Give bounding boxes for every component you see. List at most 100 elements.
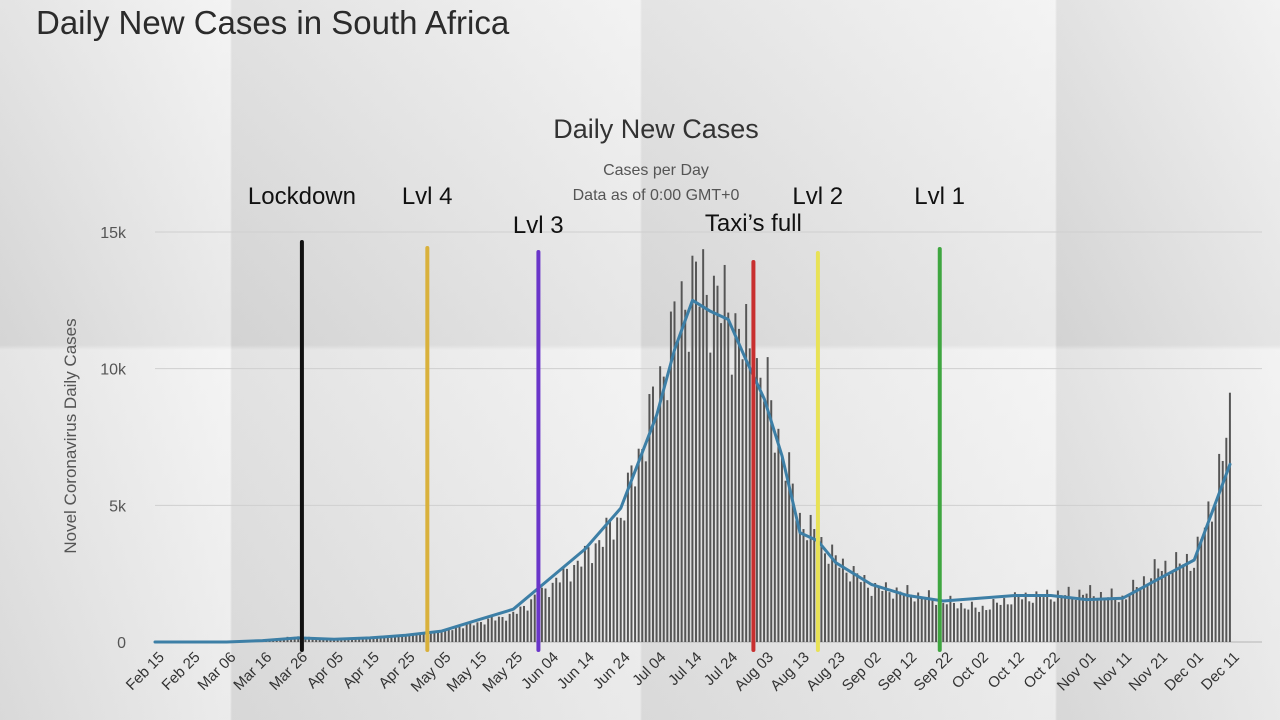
daily-case-bar <box>827 563 830 642</box>
x-tick-label: Sep 12 <box>875 649 921 695</box>
daily-case-bar <box>834 555 837 642</box>
daily-case-bar <box>892 598 895 642</box>
daily-case-bar <box>759 377 762 642</box>
daily-case-bar <box>598 540 601 642</box>
daily-case-bar <box>1096 600 1099 642</box>
daily-case-bar <box>874 582 877 642</box>
daily-case-bar <box>712 275 715 642</box>
daily-case-bar <box>978 611 981 642</box>
y-tick-label: 0 <box>117 635 126 652</box>
daily-case-bar <box>505 620 508 642</box>
daily-case-bar <box>605 517 608 642</box>
daily-case-bar <box>1017 597 1020 642</box>
daily-case-bar <box>806 540 809 642</box>
x-tick-label: Apr 15 <box>340 649 383 692</box>
daily-case-bar <box>1031 602 1034 642</box>
daily-case-bar <box>738 328 740 642</box>
grid-lines <box>155 231 1262 643</box>
daily-case-bar <box>1207 501 1210 642</box>
daily-case-bar <box>340 639 343 642</box>
daily-case-bar <box>809 514 812 642</box>
daily-case-bar <box>394 635 396 642</box>
daily-case-bar <box>953 602 955 642</box>
daily-case-bar <box>906 585 909 642</box>
daily-case-bar <box>343 639 346 642</box>
daily-case-bar <box>942 603 945 642</box>
daily-case-bar <box>745 304 748 642</box>
daily-case-bar <box>408 635 411 642</box>
daily-case-bar <box>795 520 798 642</box>
daily-case-bar <box>623 520 626 642</box>
daily-case-bar <box>910 594 912 642</box>
daily-case-bar <box>820 537 823 642</box>
daily-case-bar <box>472 625 475 642</box>
daily-case-bar <box>884 582 887 642</box>
daily-case-bar <box>1028 601 1031 642</box>
daily-case-bar <box>680 281 683 642</box>
daily-case-bar <box>1006 604 1009 642</box>
daily-case-bar <box>325 639 328 642</box>
daily-case-bar <box>1110 588 1113 642</box>
daily-case-bar <box>1035 591 1038 642</box>
daily-case-bar <box>365 638 368 642</box>
daily-case-bar <box>397 636 400 642</box>
daily-case-bar <box>716 285 719 642</box>
x-tick-label: May 25 <box>479 649 526 696</box>
daily-case-bar <box>798 512 801 642</box>
daily-case-bar <box>870 595 873 642</box>
daily-case-bar <box>781 456 783 642</box>
x-tick-label: Aug 23 <box>803 649 849 695</box>
x-tick-label: Aug 13 <box>767 649 813 695</box>
daily-case-bar <box>433 631 436 642</box>
daily-case-bar <box>619 517 622 642</box>
daily-case-bar <box>519 606 522 642</box>
daily-case-bar <box>1171 571 1174 642</box>
daily-case-bar <box>949 595 952 642</box>
daily-case-bar <box>480 622 482 642</box>
x-tick-label: Apr 05 <box>304 649 347 692</box>
daily-case-bar <box>1067 586 1070 642</box>
daily-case-bar <box>935 604 938 642</box>
daily-case-bar <box>526 610 529 642</box>
x-tick-label: Dec 01 <box>1161 649 1207 695</box>
daily-case-bar <box>1117 602 1120 642</box>
daily-case-bar <box>458 626 461 642</box>
daily-case-bar <box>497 616 500 642</box>
daily-case-bar <box>1196 536 1199 642</box>
daily-case-bar <box>358 638 361 642</box>
daily-case-bar <box>1214 505 1217 642</box>
x-tick-label: Mar 16 <box>230 649 275 694</box>
daily-case-bar <box>705 294 708 642</box>
daily-case-bar <box>1157 568 1160 642</box>
daily-case-bar <box>644 461 647 642</box>
daily-case-bar <box>533 594 536 642</box>
daily-case-bar <box>709 352 712 642</box>
daily-case-bar <box>594 543 597 642</box>
daily-case-bar <box>508 613 511 642</box>
daily-case-bar <box>766 357 769 642</box>
daily-case-bar <box>985 610 988 642</box>
x-tick-label: Dec 11 <box>1198 649 1243 694</box>
daily-case-bar <box>662 376 665 642</box>
daily-case-bar <box>616 517 619 642</box>
chart-subtitle-line-1: Cases per Day <box>603 162 709 179</box>
daily-case-bar <box>927 590 930 642</box>
daily-case-bar <box>1060 595 1063 642</box>
x-tick-label: Mar 26 <box>266 649 311 694</box>
daily-case-bar <box>591 563 594 642</box>
x-tick-label: Jul 04 <box>629 649 669 689</box>
daily-case-bar <box>1175 552 1178 642</box>
chart-subtitle-line-2: Data as of 0:00 GMT+0 <box>572 187 740 204</box>
average-line-series <box>153 298 1232 644</box>
daily-case-bar <box>666 400 669 642</box>
x-tick-label: Jun 14 <box>554 649 598 693</box>
daily-case-bar <box>540 587 543 642</box>
daily-case-bar <box>1107 597 1110 642</box>
daily-case-bar <box>723 264 726 642</box>
moving-average-line <box>153 298 1232 644</box>
daily-case-bar <box>1168 574 1170 642</box>
x-tick-label: Nov 01 <box>1054 649 1100 695</box>
